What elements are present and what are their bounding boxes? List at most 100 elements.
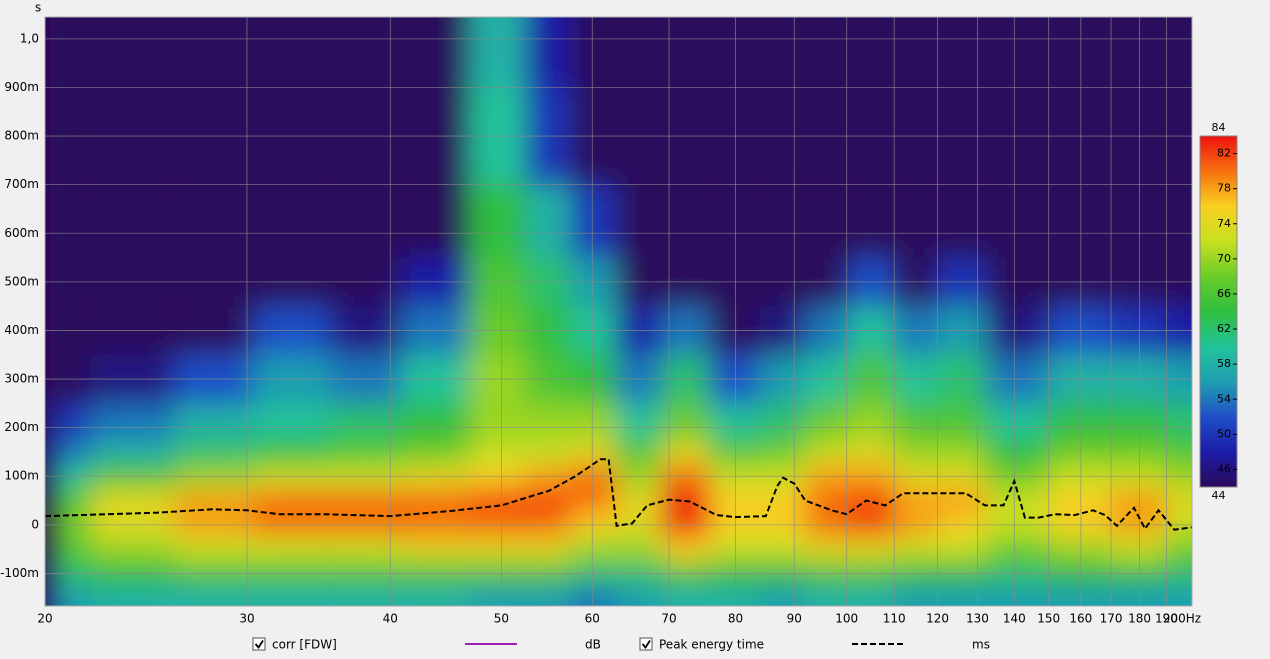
heat-cell bbox=[709, 439, 760, 465]
heat-cell bbox=[661, 17, 710, 88]
colorbar-tick-label: 50 bbox=[1217, 427, 1231, 440]
x-tick-label: 90 bbox=[787, 612, 802, 626]
heat-cell bbox=[469, 184, 526, 258]
heat-cell bbox=[709, 184, 760, 258]
heat-cell bbox=[661, 184, 710, 258]
heat-cell bbox=[51, 439, 91, 465]
y-tick-label: 700m bbox=[4, 177, 39, 191]
heatmap-cells bbox=[51, 17, 1192, 606]
heat-cell bbox=[1165, 403, 1192, 440]
y-unit: s bbox=[35, 1, 41, 15]
heat-cell bbox=[1165, 585, 1192, 606]
heat-cell bbox=[709, 17, 760, 88]
y-tick-label: 200m bbox=[4, 420, 39, 434]
heat-cell bbox=[709, 536, 760, 562]
heat-cell bbox=[1110, 184, 1166, 258]
heat-cell bbox=[893, 439, 938, 465]
heat-cell bbox=[525, 439, 571, 465]
heat-cell bbox=[893, 184, 938, 258]
heat-cell bbox=[1110, 439, 1166, 465]
heat-cell bbox=[570, 488, 616, 513]
heat-cell bbox=[401, 536, 470, 562]
colorbar-tick-label: 82 bbox=[1217, 147, 1231, 160]
heat-cell bbox=[90, 439, 175, 465]
heat-cell bbox=[759, 536, 805, 562]
heat-cell bbox=[937, 403, 987, 440]
heat-cell bbox=[937, 184, 987, 258]
x-tick-label: 150 bbox=[1037, 612, 1060, 626]
heat-cell bbox=[848, 403, 894, 440]
heat-cell bbox=[937, 439, 987, 465]
heat-cell bbox=[51, 403, 91, 440]
heat-cell bbox=[848, 439, 894, 465]
peak-line bbox=[45, 458, 1192, 531]
heat-cell bbox=[253, 488, 330, 513]
heat-cell bbox=[1047, 17, 1111, 88]
heat-cell bbox=[661, 585, 710, 606]
x-tick-label: 130 bbox=[966, 612, 989, 626]
heat-cell bbox=[1165, 184, 1192, 258]
heat-cell bbox=[469, 17, 526, 88]
heat-cell bbox=[1165, 439, 1192, 465]
heat-cell bbox=[90, 488, 175, 513]
heat-cell bbox=[615, 536, 662, 562]
heat-cell bbox=[329, 403, 402, 440]
heat-cell bbox=[174, 536, 254, 562]
heat-cell bbox=[1110, 17, 1166, 88]
heat-cell bbox=[570, 403, 616, 440]
heat-cell bbox=[90, 17, 175, 88]
x-tick-label: 110 bbox=[883, 612, 906, 626]
heat-cell bbox=[174, 403, 254, 440]
heat-cell bbox=[51, 585, 91, 606]
heat-cell bbox=[709, 488, 760, 513]
heat-cell bbox=[329, 585, 402, 606]
colorbar-tick-label: 74 bbox=[1217, 217, 1231, 230]
x-tick-label: 30 bbox=[239, 612, 254, 626]
heat-cell bbox=[804, 403, 849, 440]
heat-cell bbox=[893, 585, 938, 606]
heat-cell bbox=[1047, 488, 1111, 513]
heatmap bbox=[51, 17, 1192, 606]
x-tick-label: 170 bbox=[1100, 612, 1123, 626]
heat-cell bbox=[174, 439, 254, 465]
y-tick-label: 300m bbox=[4, 372, 39, 386]
x-tick-label: 140 bbox=[1003, 612, 1026, 626]
heat-cell bbox=[1165, 17, 1192, 88]
heat-cell bbox=[893, 403, 938, 440]
colorbar-min: 44 bbox=[1212, 489, 1226, 502]
x-tick-label: 80 bbox=[728, 612, 743, 626]
heat-cell bbox=[329, 439, 402, 465]
heat-cell bbox=[986, 585, 1048, 606]
heat-cell bbox=[661, 403, 710, 440]
heat-cell bbox=[804, 184, 849, 258]
heat-cell bbox=[1110, 403, 1166, 440]
checkmark bbox=[254, 640, 264, 650]
y-tick-label: 600m bbox=[4, 226, 39, 240]
x-tick-label: 160 bbox=[1069, 612, 1092, 626]
grid: -100m 0 100m 200m 300m 400m 500m 600m 700m 800m 90… bbox=[0, 17, 1201, 626]
heat-cell bbox=[401, 488, 470, 513]
heat-cell bbox=[253, 439, 330, 465]
heat-cell bbox=[986, 536, 1048, 562]
heat-cell bbox=[253, 403, 330, 440]
x-tick-label: 190 bbox=[1155, 612, 1178, 626]
heat-cell bbox=[1110, 536, 1166, 562]
heat-cell bbox=[937, 536, 987, 562]
heat-cell bbox=[804, 17, 849, 88]
heat-cell bbox=[329, 536, 402, 562]
heat-cell bbox=[848, 536, 894, 562]
heat-cell bbox=[329, 184, 402, 258]
series-layer bbox=[45, 458, 1192, 531]
heat-cell bbox=[1165, 488, 1192, 513]
y-tick-label: -100m bbox=[0, 566, 39, 580]
colorbar-tick-label: 46 bbox=[1217, 462, 1231, 475]
heat-cell bbox=[469, 536, 526, 562]
heat-cell bbox=[1047, 536, 1111, 562]
heat-cell bbox=[51, 17, 91, 88]
y-tick-label: 1,0 bbox=[20, 31, 39, 45]
heat-cell bbox=[525, 585, 571, 606]
heat-cell bbox=[253, 17, 330, 88]
y-tick-label: 900m bbox=[4, 80, 39, 94]
